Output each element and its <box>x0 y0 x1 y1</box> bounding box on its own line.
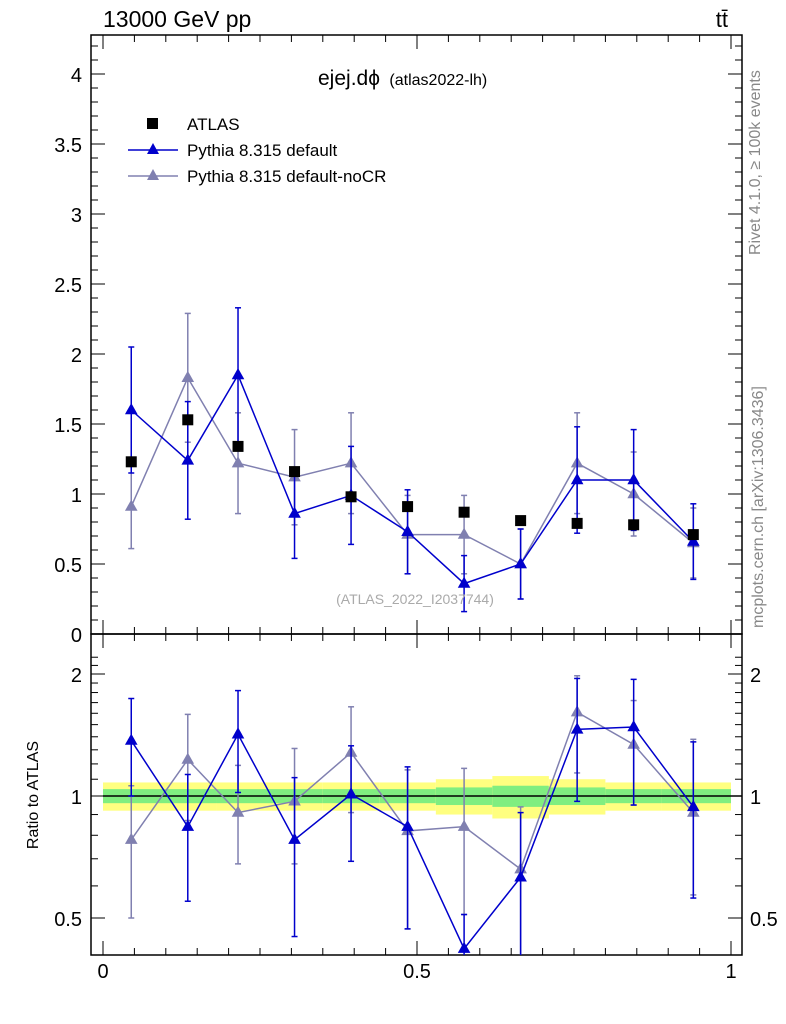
main-point-default <box>181 453 195 465</box>
ratio-xtick-label: 0 <box>97 961 108 983</box>
main-point-atlas <box>628 519 640 531</box>
main-point-default <box>401 524 414 536</box>
legend-label-default: Pythia 8.315 default <box>187 141 338 160</box>
legend-label-atlas: ATLAS <box>187 115 240 134</box>
ratio-point-default <box>401 819 414 831</box>
main-point-atlas <box>571 517 583 529</box>
main-point-atlas <box>345 491 357 503</box>
ratio-line-default <box>130 726 694 951</box>
legend-label-nocr: Pythia 8.315 default-noCR <box>187 167 386 186</box>
main-point-default <box>457 576 471 588</box>
main-point-atlas <box>125 456 137 468</box>
main-ytick-label: 1 <box>71 485 82 507</box>
ratio-point-default <box>288 832 301 844</box>
main-point-atlas <box>515 515 527 527</box>
main-point-atlas <box>182 414 194 426</box>
ratio-point-default <box>687 799 700 812</box>
main-ytick-label: 0.5 <box>54 555 82 577</box>
title-text: ejej.dϕ <box>318 67 380 90</box>
main-line-default <box>130 373 694 585</box>
main-point-default <box>288 506 301 518</box>
ratio-point-nocr <box>181 752 195 764</box>
ratio-point-nocr <box>231 805 245 817</box>
main-point-default <box>570 473 584 485</box>
main-point-default <box>514 557 527 569</box>
ratio-xtick-label: 0.5 <box>403 961 431 983</box>
ratio-point-default <box>514 870 527 882</box>
main-point-default <box>627 473 640 485</box>
rivet-label: Rivet 4.1.0, ≥ 100k events <box>747 70 764 255</box>
main-title: ejej.dϕ (atlas2022-lh) <box>318 67 487 90</box>
analysis-watermark: (ATLAS_2022_I2037744) <box>336 591 494 607</box>
ratio-ylabel: Ratio to ATLAS <box>25 741 42 849</box>
legend-marker-default <box>147 143 159 154</box>
legend: ATLAS Pythia 8.315 default Pythia 8.315 … <box>128 115 386 186</box>
main-ytick-label: 4 <box>71 65 82 87</box>
ratio-point-default <box>344 787 358 799</box>
main-ytick-label: 2 <box>71 345 82 367</box>
ratio-ytick-label-right: 2 <box>750 665 761 687</box>
legend-marker-nocr <box>147 169 159 180</box>
ratio-series-group <box>124 675 700 955</box>
ratio-ytick-label-right: 1 <box>750 787 761 809</box>
main-point-atlas <box>687 529 699 541</box>
ratio-point-default <box>231 727 245 739</box>
main-point-default <box>687 534 700 546</box>
main-point-nocr <box>457 527 471 539</box>
ratio-xtick-label: 1 <box>725 961 736 983</box>
main-point-default <box>124 403 138 415</box>
main-point-nocr <box>181 370 195 382</box>
ratio-point-default <box>570 722 584 734</box>
main-ytick-label: 2.5 <box>54 275 82 297</box>
main-point-nocr <box>231 456 245 468</box>
ratio-point-default <box>181 819 195 831</box>
energy-label: 13000 GeV pp <box>103 6 251 32</box>
process-label: tt̄ <box>716 7 728 32</box>
ratio-point-default <box>627 719 640 732</box>
main-point-atlas <box>289 466 301 478</box>
legend-marker-atlas <box>147 118 158 129</box>
ratio-ytick-label-right: 0.5 <box>750 909 778 931</box>
ratio-ytick-label: 2 <box>71 665 82 687</box>
mcplots-label: mcplots.cern.ch [arXiv:1306.3436] <box>750 386 767 628</box>
main-ytick-label: 1.5 <box>54 415 82 437</box>
main-point-nocr <box>124 499 138 511</box>
ratio-point-nocr <box>457 819 471 831</box>
main-ytick-label: 0 <box>71 625 82 647</box>
main-ytick-label: 3 <box>71 205 82 227</box>
main-point-atlas <box>402 501 414 513</box>
main-point-atlas <box>458 506 470 518</box>
ratio-point-default <box>124 733 138 745</box>
ratio-point-default <box>457 941 471 953</box>
ratio-point-nocr <box>124 832 138 844</box>
ratio-ytick-label: 1 <box>71 787 82 809</box>
subtitle-text: (atlas2022-lh) <box>389 72 487 89</box>
main-ytick-label: 3.5 <box>54 135 82 157</box>
main-point-atlas <box>232 440 244 452</box>
ratio-ytick-label: 0.5 <box>54 909 82 931</box>
main-point-default <box>231 368 245 380</box>
